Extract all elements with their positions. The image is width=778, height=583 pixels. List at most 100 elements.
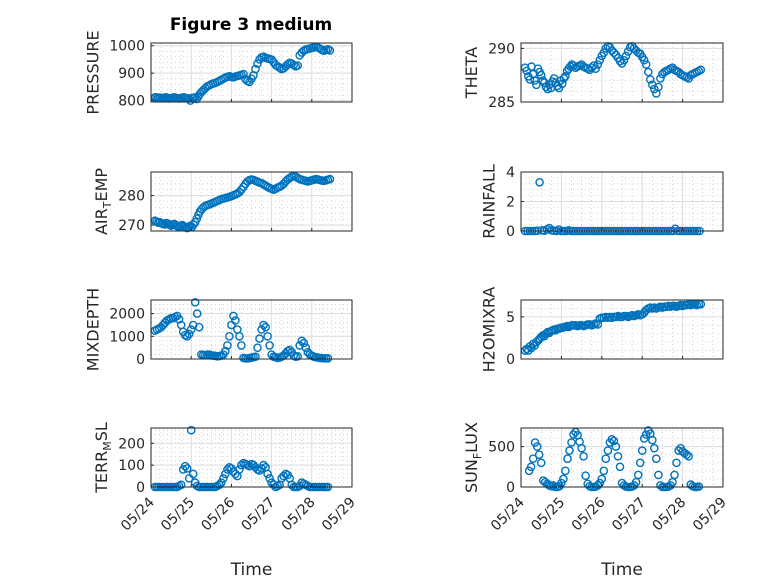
panel-rainfall: 0 2 4 RAINFALL <box>479 164 724 240</box>
data-point <box>251 352 260 362</box>
axes-box <box>520 299 724 360</box>
data-point <box>194 322 204 332</box>
data-point <box>557 79 567 89</box>
data-point <box>225 331 234 341</box>
data-point <box>528 454 538 464</box>
x-tick-label: 05/29 <box>690 495 730 535</box>
y-tick-label: 500 <box>488 440 515 456</box>
data-point <box>611 442 621 451</box>
data-point <box>182 464 192 473</box>
x-tick-label: 05/24 <box>488 494 528 534</box>
data-point <box>214 480 224 490</box>
data-point <box>599 466 609 476</box>
data-point <box>297 336 307 346</box>
data-point <box>609 436 619 446</box>
data-point <box>538 76 548 85</box>
data-point <box>325 46 335 55</box>
x-tick-label: 05/24 <box>118 494 158 534</box>
data-point <box>563 454 572 464</box>
data-point <box>536 70 546 80</box>
data-point <box>293 61 303 70</box>
panel-pressure: 800 900 1000 PRESSURE <box>84 30 353 115</box>
x-tick-label: 05/29 <box>319 495 359 535</box>
y-tick-label: 270 <box>118 218 145 234</box>
y-tick-label: 800 <box>118 94 145 110</box>
data-point <box>255 334 264 343</box>
data-point <box>182 331 192 341</box>
data-point <box>190 297 200 307</box>
data-point <box>637 446 647 455</box>
data-point <box>259 460 268 470</box>
data-point <box>251 64 260 74</box>
y-tick-label: 285 <box>488 95 515 111</box>
data-point <box>567 438 576 447</box>
data-point <box>577 443 586 453</box>
data-point <box>263 331 272 341</box>
data-point <box>530 438 540 447</box>
data-point <box>559 474 568 484</box>
data-point <box>541 329 551 339</box>
data-point <box>269 480 278 490</box>
y-tick-label: 290 <box>488 41 515 57</box>
y-tick-label: 1000 <box>109 39 145 55</box>
x-tick-label: 05/26 <box>569 494 609 534</box>
data-point <box>301 343 311 353</box>
data-point <box>223 341 232 350</box>
data-point <box>639 434 649 443</box>
axes-box <box>150 42 353 103</box>
data-point <box>684 451 694 461</box>
axes-box <box>150 171 353 232</box>
x-tick-label: 05/25 <box>158 495 198 535</box>
data-point <box>561 466 570 476</box>
data-point <box>524 466 534 476</box>
data-point <box>591 64 601 73</box>
data-point <box>293 351 303 361</box>
data-point <box>532 80 541 90</box>
data-point <box>231 316 240 325</box>
plot-area <box>151 300 352 359</box>
data-point <box>652 454 661 464</box>
data-point <box>534 450 544 460</box>
data-point <box>641 60 651 69</box>
data-point <box>221 346 230 356</box>
data-point <box>237 341 246 350</box>
y-axis-label: SUNFLUX <box>462 422 484 493</box>
data-point <box>646 75 655 84</box>
data-point <box>239 69 248 79</box>
x-tick-label: 05/27 <box>609 495 649 535</box>
data-point <box>635 458 645 468</box>
data-point <box>671 224 680 234</box>
data-point <box>323 353 333 363</box>
data-point <box>603 446 613 455</box>
y-axis-label: H2OMIXRA <box>479 287 498 373</box>
x-axis-label: Time <box>230 560 273 580</box>
panel-h2omixra: 0 5 H2OMIXRA <box>479 287 724 373</box>
data-point <box>176 480 186 490</box>
data-point <box>540 78 549 87</box>
data-point <box>186 425 196 435</box>
panel-theta: 285 290 THETA <box>462 41 724 111</box>
y-tick-label: 900 <box>118 66 145 82</box>
y-tick-label: 0 <box>136 480 145 496</box>
x-tick-label: 05/26 <box>198 494 238 534</box>
data-point <box>621 51 631 61</box>
data-point <box>253 59 262 68</box>
data-point <box>192 309 202 318</box>
data-point <box>599 48 609 58</box>
data-point <box>654 470 663 480</box>
y-axis-label: AIRTEMP <box>92 168 114 235</box>
data-point <box>221 469 230 479</box>
x-tick-label: 05/27 <box>239 495 279 535</box>
data-point <box>184 222 194 232</box>
data-point <box>641 430 651 439</box>
x-tick-label: 05/28 <box>650 495 690 535</box>
data-point <box>615 462 625 472</box>
data-point <box>607 434 617 444</box>
data-point <box>656 74 665 83</box>
data-point <box>184 329 194 339</box>
y-tick-label: 0 <box>506 480 515 496</box>
data-point <box>682 450 691 460</box>
data-point <box>579 451 588 461</box>
data-point <box>601 454 611 464</box>
